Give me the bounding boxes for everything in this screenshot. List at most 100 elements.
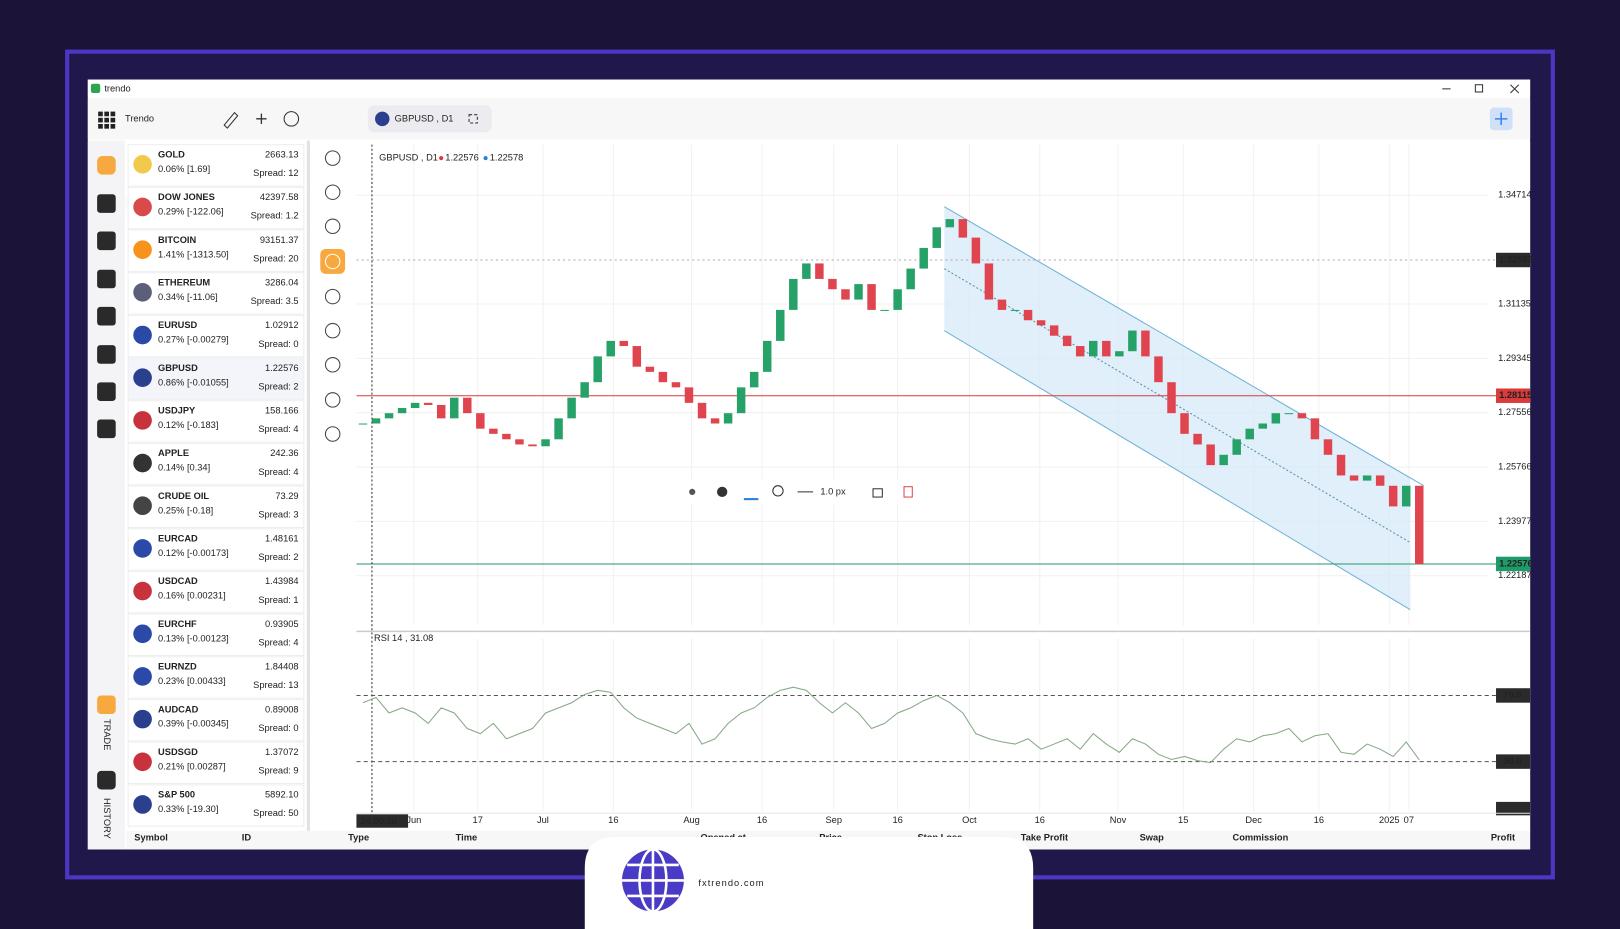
symbol-tab[interactable]	[367, 105, 492, 133]
tool-icon[interactable]	[324, 288, 341, 305]
candle	[828, 278, 837, 290]
line-width: 1.0 px	[820, 486, 846, 496]
watchlist-row[interactable]	[127, 698, 305, 742]
trade-icon[interactable]	[97, 695, 116, 715]
rail-icon[interactable]	[97, 382, 116, 401]
tool-icon[interactable]	[324, 150, 341, 166]
candle	[489, 428, 498, 434]
candle	[1036, 320, 1046, 326]
symbol-price: 1.48161	[265, 534, 299, 544]
history-icon[interactable]	[97, 770, 116, 790]
symbol-icon	[133, 581, 152, 601]
apps-icon	[98, 124, 103, 129]
candle	[397, 408, 407, 414]
candle	[410, 402, 420, 409]
pencil-icon[interactable]	[223, 111, 239, 129]
symbol-spread: Spread: 12	[253, 168, 298, 178]
palette-icon[interactable]	[772, 485, 784, 497]
symbol-icon	[133, 667, 152, 686]
watchlist-row[interactable]	[127, 442, 305, 486]
watchlist-row[interactable]	[127, 741, 305, 785]
watchlist-row[interactable]	[127, 144, 305, 187]
watchlist-row[interactable]	[127, 186, 305, 230]
watchlist-row[interactable]	[127, 314, 305, 358]
x-tick-label: 15	[1178, 815, 1188, 825]
symbol-change: 0.25% [-0.18]	[158, 505, 213, 515]
symbol-icon	[133, 197, 152, 217]
watchlist-row[interactable]	[127, 485, 305, 528]
rail-icon[interactable]	[97, 231, 116, 251]
candle	[1010, 309, 1020, 311]
candle	[945, 219, 955, 228]
candle	[1258, 423, 1268, 429]
tool-icon[interactable]	[324, 392, 341, 408]
candle	[1206, 444, 1215, 466]
candle	[580, 382, 589, 398]
symbol-icon	[133, 795, 152, 814]
x-tick-label: Aug	[683, 815, 700, 825]
watchlist-row[interactable]	[127, 570, 305, 614]
x-tick-label: Jul	[537, 815, 549, 825]
rail-icon[interactable]	[97, 194, 116, 213]
symbol-change: 0.12% [-0.183]	[158, 420, 218, 430]
y-tick-label: 1.23977	[1498, 516, 1532, 526]
symbol-icon	[133, 325, 152, 345]
tool-icon[interactable]	[324, 184, 341, 200]
symbol-change: 0.06% [1.69]	[158, 164, 210, 174]
rsi-level-box	[1496, 688, 1531, 703]
candle	[749, 371, 759, 388]
delete-icon[interactable]	[903, 486, 913, 498]
symbol-change: 0.27% [-0.00279]	[158, 335, 229, 345]
watchlist-row[interactable]	[127, 613, 305, 656]
candle	[880, 309, 889, 311]
watchlist-row[interactable]	[127, 229, 305, 272]
candle	[371, 418, 381, 424]
chat-icon[interactable]	[283, 111, 300, 127]
symbol-name: ETHEREUM	[158, 277, 210, 287]
tab-label: GBPUSD , D1	[395, 113, 454, 123]
x-tick-label: Jun	[406, 815, 421, 825]
lock-icon[interactable]	[872, 488, 883, 498]
candle	[1102, 340, 1111, 357]
candle	[893, 289, 902, 310]
symbol-price: 1.37072	[265, 747, 299, 757]
watchlist-row[interactable]	[127, 528, 305, 571]
price-tag	[1496, 556, 1531, 572]
tool-icon[interactable]	[324, 426, 341, 442]
apps-icon	[104, 124, 109, 129]
watchlist-row[interactable]	[127, 400, 305, 443]
apps-icon	[110, 124, 116, 129]
candle	[1062, 335, 1072, 347]
x-tick-label: 16	[1035, 815, 1045, 825]
channel-fill	[944, 206, 1411, 610]
rail-icon[interactable]	[97, 419, 116, 439]
column-header: Take Profit	[1021, 833, 1068, 843]
watchlist-row[interactable]	[127, 357, 305, 400]
watchlist-row[interactable]	[127, 272, 305, 315]
candle	[1115, 351, 1124, 357]
rail-icon[interactable]	[97, 156, 116, 175]
rail-icon[interactable]	[97, 269, 116, 289]
candle	[1141, 330, 1150, 357]
symbol-spread: Spread: 0	[258, 723, 298, 733]
plus-icon[interactable]	[256, 113, 267, 125]
candle	[1219, 454, 1228, 466]
symbol-icon	[133, 240, 152, 259]
fullscreen-icon	[468, 114, 478, 124]
rail-icon[interactable]	[97, 306, 116, 326]
symbol-spread: Spread: 3.5	[251, 296, 299, 306]
rail-icon[interactable]	[97, 345, 116, 364]
watchlist-row[interactable]	[127, 656, 305, 699]
tool-icon[interactable]	[324, 218, 341, 235]
candle	[1167, 382, 1176, 414]
settings-icon[interactable]	[717, 486, 728, 498]
tool-icon[interactable]	[324, 253, 341, 270]
candle	[671, 382, 681, 388]
tool-icon[interactable]	[324, 322, 341, 339]
watchlist-row[interactable]	[127, 784, 305, 827]
symbol-icon	[133, 624, 152, 644]
symbol-change: 0.39% [-0.00345]	[158, 719, 229, 729]
candle	[1245, 428, 1254, 440]
tool-icon[interactable]	[324, 357, 341, 373]
candle	[1362, 475, 1372, 481]
